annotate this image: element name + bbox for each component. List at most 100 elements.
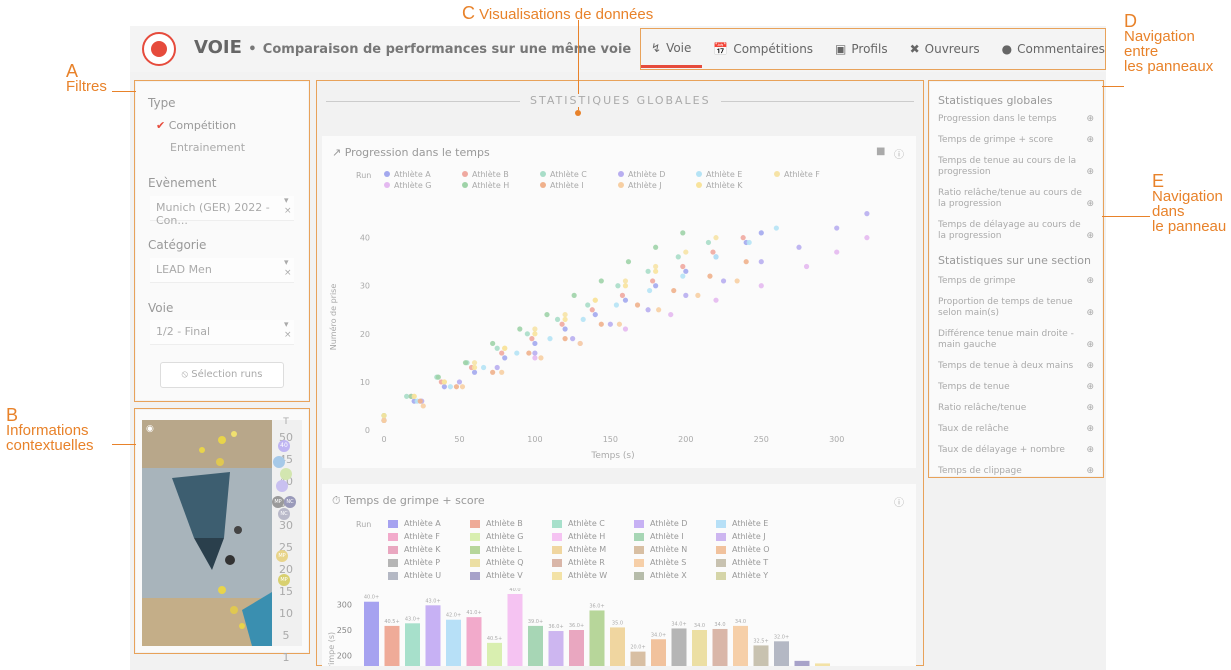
expand-icon[interactable]: ⊕	[1086, 231, 1094, 241]
legend-item[interactable]: Athlète K	[388, 545, 441, 554]
tab-commentaires[interactable]: ● Commentaires	[991, 30, 1116, 68]
expand-icon[interactable]: ⊕	[1086, 276, 1094, 286]
athlete-marker[interactable]	[273, 456, 285, 468]
evenement-select[interactable]: Munich (GER) 2022 - Con...	[150, 196, 294, 227]
legend-item[interactable]: Athlète C	[540, 170, 587, 179]
expand-icon[interactable]: ⊕	[1086, 466, 1094, 476]
legend-marker	[716, 519, 726, 528]
legend-item[interactable]: Athlète B	[470, 519, 523, 528]
legend-item[interactable]: Athlète A	[384, 170, 431, 179]
video-icon[interactable]: ■	[876, 146, 886, 157]
legend-item[interactable]: Athlète J	[716, 532, 766, 541]
legend-item[interactable]: Athlète G	[470, 532, 523, 541]
section-nav-item[interactable]: Temps de grimpe ⊕	[938, 276, 1094, 287]
legend-item[interactable]: Athlète N	[634, 545, 687, 554]
scatter-point	[758, 283, 764, 289]
legend-label: Athlète N	[650, 545, 688, 554]
section-nav-item[interactable]: Temps de délayage au cours de la progress…	[938, 220, 1094, 242]
scatter-point	[570, 336, 576, 342]
legend-item[interactable]: Athlète L	[470, 545, 522, 554]
voie-select[interactable]: 1/2 - Final	[150, 320, 294, 345]
id-card-icon: ▣	[835, 42, 847, 56]
bar	[651, 639, 666, 666]
tab-competitions[interactable]: 📅 Compétitions	[702, 30, 824, 68]
legend-item[interactable]: Athlète E	[696, 170, 742, 179]
legend-item[interactable]: Athlète Y	[716, 571, 768, 580]
expand-icon[interactable]: ⊕	[1086, 424, 1094, 434]
section-nav-item[interactable]: Ratio relâche/tenue ⊕	[938, 403, 1094, 414]
section-nav-item[interactable]: Temps de tenue ⊕	[938, 382, 1094, 393]
legend-item[interactable]: Athlète W	[552, 571, 607, 580]
eye-icon[interactable]: ◉	[146, 424, 154, 434]
tab-ouvreurs[interactable]: ✖ Ouvreurs	[899, 30, 991, 68]
legend-item[interactable]: Athlète G	[384, 181, 431, 190]
section-nav-item[interactable]: Différence tenue main droite - main gauch…	[938, 329, 1094, 351]
entrainement-checkbox[interactable]: Entrainement	[170, 141, 246, 154]
section-nav-item[interactable]: Taux de délayage + nombre ⊕	[938, 445, 1094, 456]
legend-item[interactable]: Athlète Q	[470, 558, 524, 567]
expand-icon[interactable]: ⊕	[1086, 403, 1094, 413]
section-nav-item[interactable]: Temps de tenue au cours de la progression…	[938, 156, 1094, 178]
legend-item[interactable]: Athlète I	[634, 532, 684, 541]
legend-item[interactable]: Athlète H	[552, 532, 605, 541]
legend-item[interactable]: Athlète M	[552, 545, 606, 554]
legend-item[interactable]: Athlète C	[552, 519, 605, 528]
section-nav-item[interactable]: Temps de grimpe + score ⊕	[938, 135, 1094, 146]
expand-icon[interactable]: ⊕	[1086, 445, 1094, 455]
help-icon[interactable]: ⓘ	[894, 150, 904, 161]
legend-item[interactable]: Athlète H	[462, 181, 509, 190]
legend-item[interactable]: Athlète J	[618, 181, 662, 190]
bar-data-label: 39.0+	[528, 619, 543, 625]
section-nav-item[interactable]: Progression dans le temps ⊕	[938, 114, 1094, 125]
athlete-marker[interactable]: MP	[278, 574, 290, 586]
legend-item[interactable]: Athlète F	[388, 532, 440, 541]
expand-icon[interactable]: ⊕	[1086, 135, 1094, 145]
legend-item[interactable]: Athlète I	[540, 181, 584, 190]
expand-icon[interactable]: ⊕	[1086, 340, 1094, 350]
legend-item[interactable]: Athlète D	[618, 170, 665, 179]
bar-data-label: 40.5+	[487, 636, 502, 642]
legend-item[interactable]: Athlète O	[716, 545, 770, 554]
section-nav-item[interactable]: Ratio relâche/tenue au cours de la progre…	[938, 188, 1094, 210]
section-nav-item[interactable]: Taux de relâche ⊕	[938, 424, 1094, 435]
expand-icon[interactable]: ⊕	[1086, 114, 1094, 124]
legend-item[interactable]: Athlète K	[696, 181, 743, 190]
athlete-marker[interactable]	[276, 480, 288, 492]
expand-icon[interactable]: ⊕	[1086, 361, 1094, 371]
categorie-select[interactable]: LEAD Men	[150, 258, 294, 283]
legend-item[interactable]: Athlète A	[388, 519, 441, 528]
competition-checkbox[interactable]: ✔ Compétition	[156, 119, 237, 132]
athlete-marker[interactable]: MP	[276, 550, 288, 562]
legend-item[interactable]: Athlète V	[470, 571, 523, 580]
athlete-marker[interactable]: NC	[278, 508, 290, 520]
tab-profils[interactable]: ▣ Profils	[824, 30, 899, 68]
athlete-marker[interactable]	[280, 468, 292, 480]
bar-data-label: 40.0+	[364, 595, 379, 601]
legend-item[interactable]: Athlète T	[716, 558, 768, 567]
athlete-marker[interactable]: 40	[278, 440, 290, 452]
legend-item[interactable]: Athlète R	[552, 558, 605, 567]
legend-item[interactable]: Athlète X	[634, 571, 687, 580]
athlete-marker[interactable]: NC	[284, 496, 296, 508]
section-nav-item[interactable]: Temps de tenue à deux mains ⊕	[938, 361, 1094, 372]
legend-item[interactable]: Athlète U	[388, 571, 441, 580]
callout-d-line	[1096, 86, 1124, 87]
expand-icon[interactable]: ⊕	[1086, 167, 1094, 177]
expand-icon[interactable]: ⊕	[1086, 199, 1094, 209]
bar-data-label: 36.0+	[548, 624, 563, 630]
legend-item[interactable]: Athlète E	[716, 519, 768, 528]
section-nav-item[interactable]: Proportion de temps de tenue selon main(s…	[938, 297, 1094, 319]
legend-item[interactable]: Athlète F	[774, 170, 820, 179]
expand-icon[interactable]: ⊕	[1086, 308, 1094, 318]
tab-voie[interactable]: ↯ Voie	[640, 30, 703, 68]
expand-icon[interactable]: ⊕	[1086, 382, 1094, 392]
legend-item[interactable]: Athlète P	[388, 558, 440, 567]
legend-item[interactable]: Athlète B	[462, 170, 509, 179]
section-nav-item[interactable]: Temps de clippage ⊕	[938, 466, 1094, 477]
legend-item[interactable]: Athlète S	[634, 558, 686, 567]
runs-selection-button[interactable]: ⦸ Sélection runs	[160, 362, 284, 388]
athlete-marker[interactable]: MP	[272, 496, 284, 508]
section-nav-item-label: Proportion de temps de tenue	[938, 297, 1073, 307]
legend-item[interactable]: Athlète D	[634, 519, 687, 528]
help-icon[interactable]: ⓘ	[894, 498, 904, 509]
